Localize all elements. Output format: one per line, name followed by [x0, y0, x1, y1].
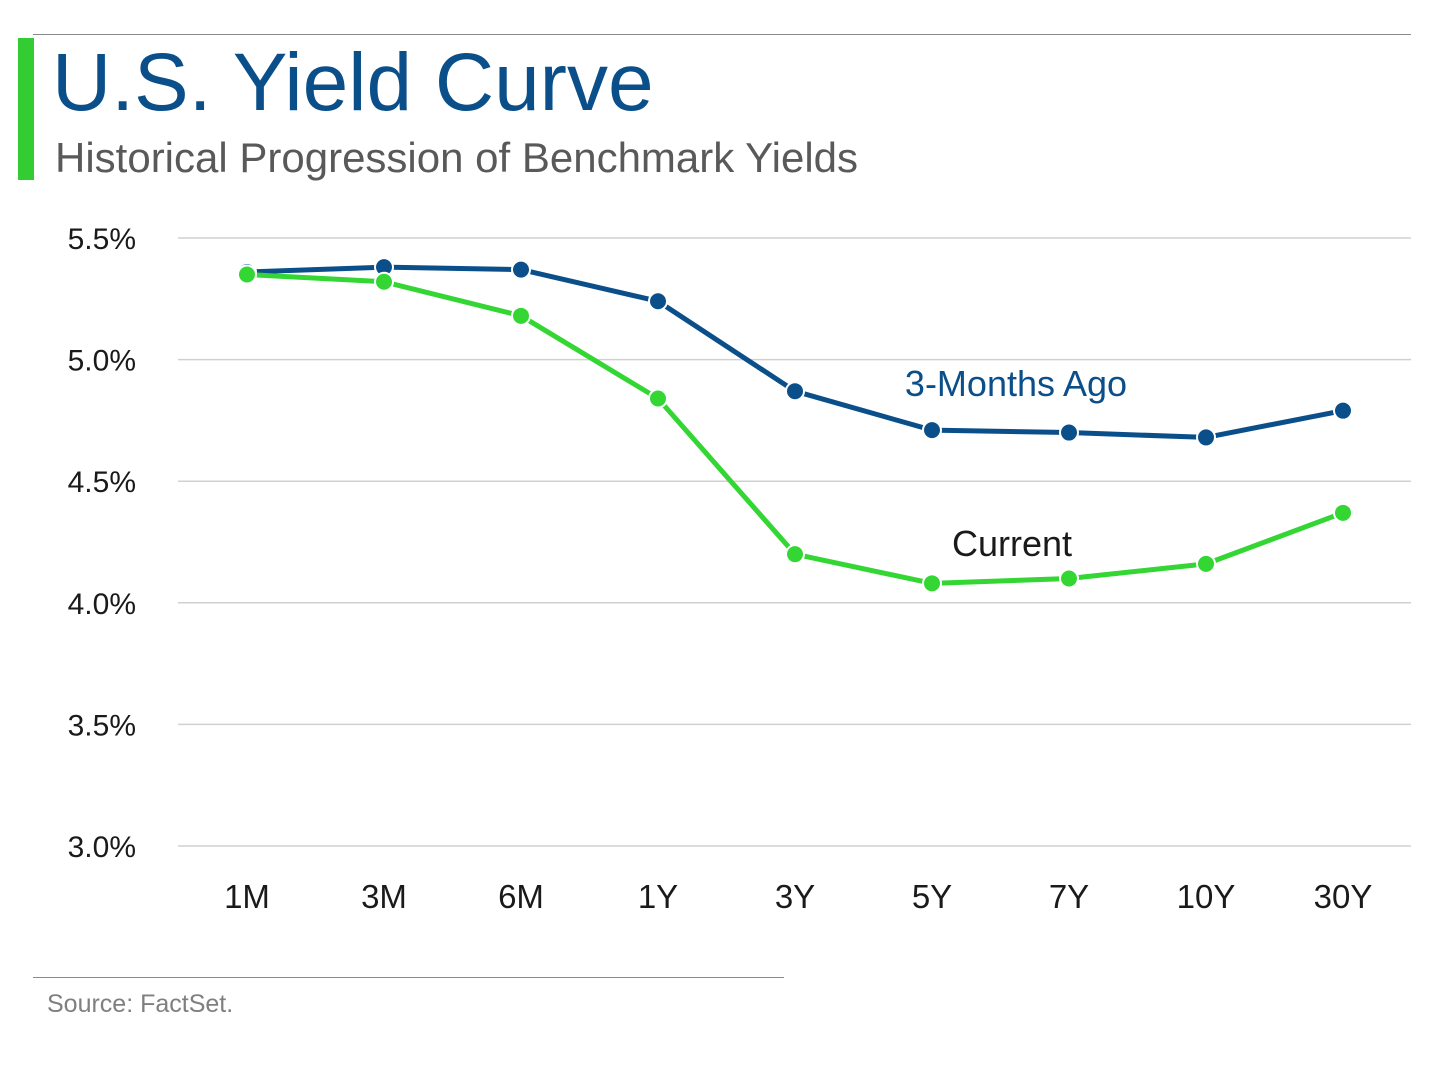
y-tick-label: 5.5% [68, 223, 136, 256]
series-label: Current [952, 523, 1072, 564]
data-point [1196, 553, 1216, 574]
accent-bar [18, 38, 34, 180]
data-point [237, 264, 257, 285]
y-axis-tick-labels: 3.0% 3.5% 4.0% 4.5% 5.0% 5.5% [68, 223, 136, 864]
x-tick-label: 5Y [912, 878, 952, 915]
data-point [1333, 400, 1353, 421]
data-point [648, 291, 668, 312]
series-label: 3-Months Ago [905, 363, 1127, 404]
series-line-prior [246, 264, 1344, 440]
x-tick-label: 10Y [1177, 878, 1236, 915]
y-tick-label: 5.0% [68, 345, 136, 378]
yield-curve-chart: 3.0%3.5%4.0%4.5%5.0%5.5% 1M 3M 6M 1Y 3Y 5Y 7Y 1… [68, 223, 1411, 915]
data-point [374, 271, 394, 292]
series-labels: 3-Months Ago Current [905, 363, 1127, 564]
data-point [922, 573, 942, 594]
data-point [648, 388, 668, 409]
x-tick-label: 30Y [1314, 878, 1373, 915]
y-tick-label: 4.0% [68, 588, 136, 621]
data-point [511, 259, 531, 280]
grid-layer [178, 237, 1411, 847]
series-line-current [246, 271, 1344, 586]
data-point [785, 381, 805, 402]
data-point [1059, 422, 1079, 443]
y-tick-label: 4.5% [68, 466, 136, 499]
bottom-rule [33, 977, 784, 978]
source-note: Source: FactSet. [47, 990, 234, 1018]
series-layer [237, 257, 1353, 594]
x-axis-tick-labels: 1M 3M 6M 1Y 3Y 5Y 7Y 10Y 30Y [224, 878, 1372, 915]
data-point [1333, 502, 1353, 523]
y-tick-label: 3.5% [68, 709, 136, 742]
x-tick-label: 1Y [638, 878, 678, 915]
chart-subtitle: Historical Progression of Benchmark Yiel… [55, 134, 859, 181]
x-tick-label: 1M [224, 878, 270, 915]
data-point [1196, 427, 1216, 448]
data-point [1059, 568, 1079, 589]
y-tick-label: 3.0% [68, 831, 136, 864]
top-rule [33, 34, 1411, 35]
x-tick-label: 3M [361, 878, 407, 915]
x-tick-label: 6M [498, 878, 544, 915]
x-tick-label: 7Y [1049, 878, 1089, 915]
data-point [922, 420, 942, 441]
chart-title: U.S. Yield Curve [52, 37, 654, 128]
x-tick-label: 3Y [775, 878, 815, 915]
data-point [511, 305, 531, 326]
data-point [785, 544, 805, 565]
